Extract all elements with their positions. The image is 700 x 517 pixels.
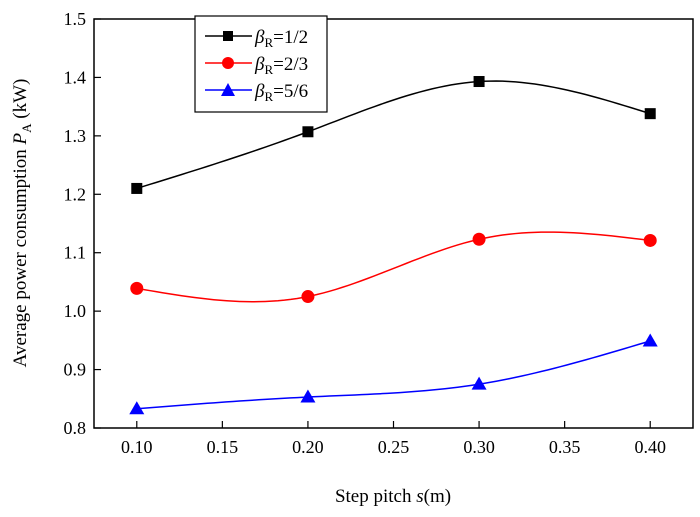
legend-label-3: βR=5/6 (254, 81, 308, 104)
x-tick-label: 0.20 (292, 437, 324, 457)
data-point-circle (472, 232, 486, 246)
x-title-unit: (m) (424, 486, 451, 507)
y-title-sub: A (19, 123, 34, 133)
series-line-2 (136, 231, 651, 303)
legend-subscript: R (264, 35, 273, 50)
plot-frame (93, 18, 694, 429)
y-tick-label: 1.5 (64, 9, 87, 29)
legend-entry-1: βR=1/2 (205, 27, 308, 50)
data-point-square (644, 108, 656, 120)
data-point-triangle (471, 376, 487, 390)
legend-box (194, 15, 328, 113)
legend: βR=1/2 βR=2/3 βR=5/6 (194, 15, 328, 113)
y-title-unit: (kW) (10, 79, 31, 124)
legend-marker-square (223, 31, 233, 41)
y-tick-label: 0.8 (64, 418, 87, 438)
x-axis-ticks: 0.10 0.15 0.20 0.25 0.30 0.35 0.40 (121, 421, 666, 457)
legend-value-1: =1/2 (273, 27, 308, 48)
legend-value-2: =2/3 (273, 54, 308, 75)
data-point-square (473, 76, 485, 88)
x-tick-label: 0.10 (121, 437, 153, 457)
data-point-square (302, 126, 314, 138)
data-point-circle (301, 290, 315, 304)
y-tick-label: 1.0 (64, 301, 87, 321)
y-axis-ticks: 0.8 0.9 1.0 1.1 1.2 1.3 1.4 1.5 (64, 9, 101, 438)
legend-value-3: =5/6 (273, 81, 308, 102)
legend-beta: β (254, 27, 265, 48)
legend-subscript: R (264, 62, 273, 77)
data-point-triangle (300, 389, 316, 403)
data-point-triangle (642, 333, 658, 347)
x-title-var: s (416, 486, 423, 507)
legend-label-2: βR=2/3 (254, 54, 308, 77)
x-tick-label: 0.40 (634, 437, 666, 457)
series-line-1 (136, 80, 651, 190)
legend-subscript: R (264, 89, 273, 104)
data-point-triangle (129, 401, 145, 415)
legend-label-1: βR=1/2 (254, 27, 308, 50)
y-title-main: Average power consumption (10, 145, 31, 368)
x-tick-label: 0.30 (463, 437, 495, 457)
series-layer (129, 76, 658, 415)
y-tick-label: 1.4 (64, 67, 87, 87)
y-tick-label: 1.3 (64, 126, 87, 146)
series-line-3 (136, 340, 651, 410)
legend-marker-circle (222, 57, 234, 69)
data-point-square (131, 182, 143, 194)
data-point-circle (130, 281, 144, 295)
y-tick-label: 0.9 (64, 360, 87, 380)
x-tick-label: 0.25 (378, 437, 410, 457)
legend-marker-triangle (221, 83, 235, 96)
legend-beta: β (254, 54, 265, 75)
x-tick-label: 0.15 (207, 437, 239, 457)
x-title-main: Step pitch (335, 486, 416, 507)
y-axis-title: Average power consumption PA (kW) (10, 79, 34, 368)
y-tick-label: 1.2 (64, 184, 87, 204)
x-axis-title: Step pitch s(m) (335, 486, 451, 507)
y-title-var: P (10, 133, 31, 146)
data-point-circle (643, 233, 657, 247)
legend-beta: β (254, 81, 265, 102)
legend-entry-3: βR=5/6 (205, 81, 308, 104)
legend-entry-2: βR=2/3 (205, 54, 308, 77)
y-tick-label: 1.1 (64, 243, 87, 263)
x-tick-label: 0.35 (549, 437, 581, 457)
